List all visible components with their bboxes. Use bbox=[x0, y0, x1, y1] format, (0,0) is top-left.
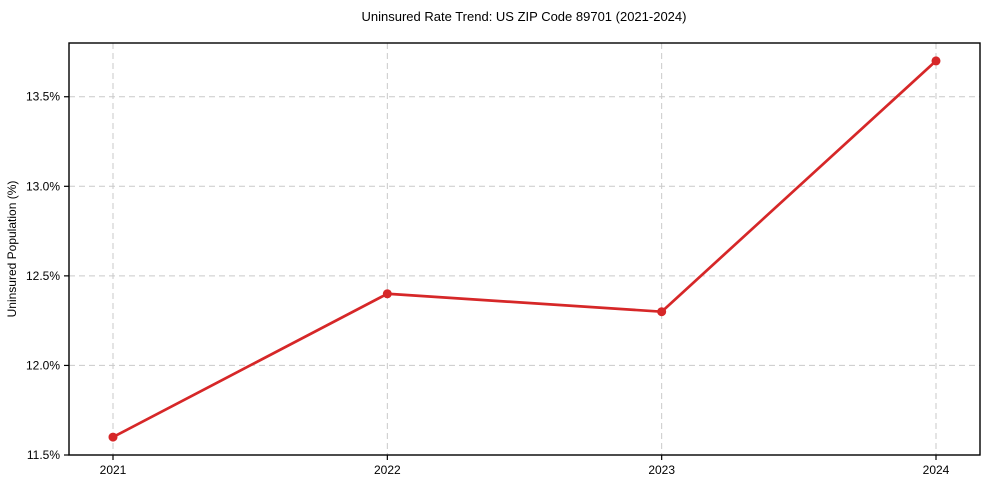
y-tick-label: 11.5% bbox=[27, 448, 60, 462]
chart-title: Uninsured Rate Trend: US ZIP Code 89701 … bbox=[362, 9, 687, 24]
grid-layer bbox=[69, 43, 980, 456]
tick-layer: 11.5% 12.0% 12.5% 13.0% 13.5% 2021 2022 2023 202… bbox=[26, 90, 950, 477]
data-point-2024 bbox=[931, 56, 941, 66]
y-tick-label: 12.5% bbox=[26, 269, 60, 283]
x-tick-label: 2022 bbox=[374, 463, 401, 477]
trend-line bbox=[111, 59, 938, 439]
x-tick-label: 2021 bbox=[100, 463, 127, 477]
y-tick-label: 13.5% bbox=[26, 90, 60, 104]
x-tick-label: 2023 bbox=[648, 463, 675, 477]
x-tick-label: 2024 bbox=[923, 463, 950, 477]
plot-border bbox=[68, 42, 981, 456]
series-layer bbox=[108, 56, 941, 442]
data-point-2022 bbox=[382, 289, 392, 299]
data-point-2023 bbox=[657, 307, 667, 317]
y-tick-label: 12.0% bbox=[26, 358, 60, 372]
data-point-2021 bbox=[108, 432, 118, 442]
y-tick-label: 13.0% bbox=[26, 179, 60, 193]
y-axis-label: Uninsured Population (%) bbox=[5, 181, 19, 318]
